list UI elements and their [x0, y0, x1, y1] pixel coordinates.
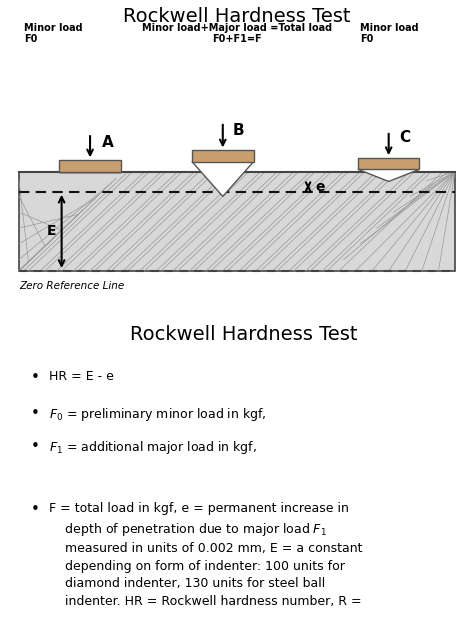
Text: •: • [30, 502, 39, 518]
Text: $F_0$ = preliminary minor load in kgf,: $F_0$ = preliminary minor load in kgf, [49, 406, 266, 423]
Text: •: • [30, 439, 39, 454]
Text: $F_1$ = additional major load in kgf,: $F_1$ = additional major load in kgf, [49, 439, 257, 456]
Bar [59, 161, 121, 171]
Text: A: A [102, 135, 114, 150]
Text: •: • [30, 370, 39, 385]
Polygon shape [192, 162, 254, 197]
Text: HR = E - e: HR = E - e [49, 370, 114, 383]
Bar [192, 150, 254, 162]
Text: •: • [30, 406, 39, 421]
Text: F = total load in kgf, e = permanent increase in
    depth of penetration due to: F = total load in kgf, e = permanent inc… [49, 502, 362, 608]
Text: C: C [399, 130, 410, 145]
Text: Zero Reference Line: Zero Reference Line [19, 281, 124, 291]
Text: E: E [46, 224, 56, 238]
Text: Rockwell Hardness Test: Rockwell Hardness Test [123, 7, 351, 26]
Text: e: e [315, 179, 325, 193]
Bar [19, 171, 455, 271]
Text: Minor load
F0: Minor load F0 [24, 23, 82, 44]
Text: Rockwell Hardness Test: Rockwell Hardness Test [130, 325, 358, 344]
Text: B: B [232, 123, 244, 138]
Text: Minor load+Major load =Total load
F0+F1=F: Minor load+Major load =Total load F0+F1=… [142, 23, 332, 44]
Polygon shape [358, 169, 419, 181]
Text: Minor load
F0: Minor load F0 [360, 23, 419, 44]
Bar [358, 158, 419, 169]
